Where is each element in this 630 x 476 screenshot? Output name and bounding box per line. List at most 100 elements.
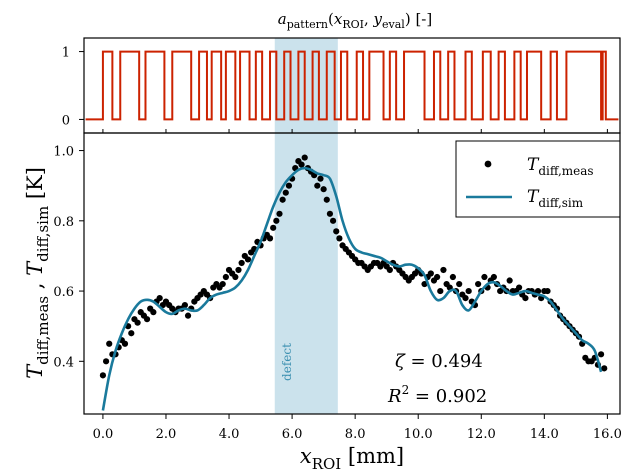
ylabel-s2: diff,sim (34, 206, 52, 262)
measured-point (282, 189, 289, 196)
defect-label: defect (280, 343, 294, 381)
measured-point (456, 280, 463, 288)
measured-points (99, 154, 608, 379)
measured-point (244, 256, 252, 263)
measured-point (181, 302, 188, 309)
xtick-label: 8.0 (345, 427, 366, 442)
measured-point (150, 309, 157, 316)
measured-point (156, 294, 163, 302)
title-x: x (334, 10, 343, 28)
measured-point (597, 351, 605, 358)
annotation-zeta-lhs: ζ (395, 351, 406, 372)
measured-point (386, 266, 393, 274)
measured-point (219, 280, 226, 288)
title-y-sub: eval (382, 18, 405, 31)
annotation-r2-rhs: = 0.902 (409, 386, 487, 407)
measured-point (301, 154, 308, 161)
measured-point (314, 182, 321, 189)
measured-point (449, 273, 456, 281)
xtick-label: 16.0 (593, 427, 622, 442)
measured-point (121, 340, 129, 347)
measured-point (544, 287, 551, 295)
measured-point (273, 217, 280, 224)
measured-point (506, 277, 513, 284)
pattern-ytick-label: 1 (62, 46, 70, 61)
measured-point (285, 182, 293, 189)
xlabel-sub: ROI (312, 455, 342, 473)
title-x-sub: ROI (342, 18, 364, 31)
measured-point (317, 175, 324, 182)
measured-point (437, 287, 444, 295)
measured-point (102, 358, 110, 365)
measured-point (336, 235, 343, 242)
annotation-r2: R2 = 0.902 (387, 383, 487, 407)
measured-point (323, 196, 330, 203)
title-y: y (373, 10, 383, 28)
measured-point (134, 319, 141, 326)
measured-point (235, 266, 242, 274)
legend-marker-meas (484, 160, 492, 168)
top-panel-title: apattern(xROI, yeval) [-] (278, 10, 432, 31)
measured-point (266, 235, 274, 242)
measured-point (475, 280, 482, 288)
ytick-label: 0.4 (53, 355, 74, 370)
xtick-label: 6.0 (282, 427, 303, 442)
measured-point (279, 196, 286, 203)
ylabel-s1: diff,meas (34, 296, 52, 365)
title-a-sub: pattern (287, 18, 328, 31)
y-axis-label: Tdiff,meas , Tdiff,sim [K] (23, 167, 52, 379)
measured-point (427, 270, 434, 277)
measured-point (270, 224, 277, 231)
ylabel-t2: T (23, 260, 47, 276)
xtick-label: 12.0 (467, 427, 496, 442)
measured-point (333, 228, 340, 235)
measured-point (462, 294, 469, 302)
temperature-axis-ticks: 0.0 2.0 4.0 6.0 8.0 10.0 12.0 14.0 16.0 0.4 0.6 0.8… (53, 145, 622, 442)
annotation-r2-lhs: R (387, 386, 402, 407)
xtick-label: 2.0 (156, 427, 177, 442)
measured-point (238, 259, 245, 267)
annotation-zeta: ζ = 0.494 (395, 351, 483, 372)
measured-point (298, 161, 305, 168)
annotation-r2-sup: 2 (402, 383, 410, 397)
xlabel-x: x (300, 444, 312, 468)
xtick-label: 4.0 (219, 427, 240, 442)
legend: Tdiff,meas Tdiff,sim (455, 140, 621, 218)
measured-point (326, 210, 334, 217)
legend-label-meas: Tdiff,meas (527, 155, 594, 178)
legend-meas-sub: diff,meas (538, 164, 593, 178)
title-comma: , (364, 10, 374, 28)
title-a: a (278, 10, 287, 28)
pattern-series-line (85, 50, 619, 121)
measured-point (184, 312, 192, 319)
annotation-zeta-rhs: = 0.494 (405, 351, 483, 372)
legend-label-sim: Tdiff,sim (527, 187, 584, 210)
ytick-label: 0.8 (53, 215, 74, 230)
temperature-panel: 0.0 2.0 4.0 6.0 8.0 10.0 12.0 14.0 16.0 0.4 0.6 0.8… (53, 140, 622, 442)
measured-point (601, 365, 608, 372)
ytick-label: 1.0 (53, 145, 74, 160)
measured-point (143, 316, 151, 323)
x-axis-label: xROI [mm] (300, 444, 404, 473)
measured-point (481, 273, 488, 281)
ylabel-sep: , (23, 276, 47, 296)
measured-point (522, 294, 529, 302)
measured-point (434, 273, 441, 281)
xlabel-unit: [mm] (341, 444, 404, 468)
xtick-label: 14.0 (530, 427, 559, 442)
measured-point (490, 273, 497, 281)
xtick-label: 0.0 (93, 427, 114, 442)
title-close: ) [-] (405, 10, 432, 28)
temperature-panel-frame (83, 132, 621, 415)
measured-point (232, 273, 239, 281)
measured-point (222, 273, 229, 281)
measured-point (440, 266, 447, 274)
title-open: ( (328, 10, 334, 28)
xtick-label: 10.0 (404, 427, 433, 442)
measured-point (320, 186, 327, 193)
measured-point (534, 287, 542, 295)
measured-point (516, 284, 523, 291)
ylabel-t1: T (23, 363, 47, 379)
pattern-panel: 01 (62, 46, 619, 133)
